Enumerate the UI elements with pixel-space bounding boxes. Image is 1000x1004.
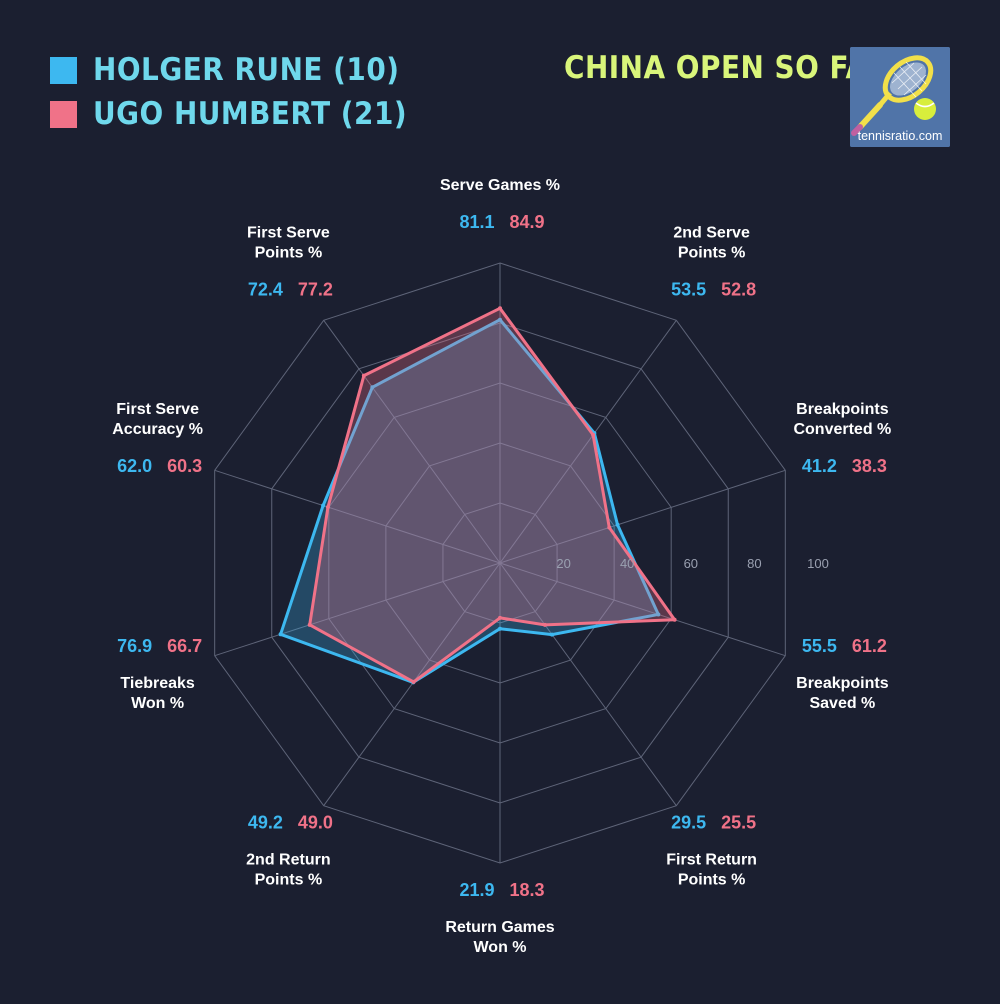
axis-label-4-line-1: Points % [678, 871, 746, 888]
data-point-rune-2 [615, 522, 620, 527]
data-point-rune-7 [278, 632, 283, 637]
legend-item-humbert: UGO HUMBERT (21) [50, 92, 407, 136]
axis-label-6-line-0: 2nd Return [246, 851, 330, 868]
grid-spoke-1 [499, 320, 677, 564]
axis-label-4-line-0: First Return [666, 851, 757, 868]
value-label-humbert-1: 52.8 [721, 280, 756, 300]
value-label-humbert-6: 49.0 [298, 812, 333, 832]
grid-spoke-4 [499, 562, 677, 806]
value-label-humbert-2: 38.3 [852, 456, 887, 476]
ring-tick-label-40: 40 [620, 556, 634, 571]
value-label-humbert-0: 84.9 [509, 212, 544, 232]
axis-label-1-line-1: Points % [678, 245, 746, 262]
value-label-rune-0: 81.1 [459, 212, 494, 232]
tennis-racket-ball-icon [850, 47, 950, 147]
value-label-humbert-7: 66.7 [167, 636, 202, 656]
value-label-rune-7: 76.9 [117, 636, 152, 656]
value-label-humbert-8: 60.3 [167, 456, 202, 476]
data-point-rune-9 [370, 385, 375, 390]
value-label-rune-9: 72.4 [248, 280, 283, 300]
axis-label-8-line-0: First Serve [116, 401, 199, 418]
value-label-rune-3: 55.5 [802, 636, 837, 656]
value-label-humbert-5: 18.3 [509, 880, 544, 900]
axis-label-5-line-1: Won % [473, 939, 526, 956]
legend: HOLGER RUNE (10) UGO HUMBERT (21) [50, 48, 407, 136]
axis-label-6-line-1: Points % [255, 871, 323, 888]
value-label-rune-2: 41.2 [802, 456, 837, 476]
axis-label-9-line-0: First Serve [247, 225, 330, 242]
data-point-rune-0 [498, 317, 502, 322]
data-point-rune-3 [656, 612, 661, 617]
legend-swatch-rune [50, 56, 77, 84]
value-label-humbert-4: 25.5 [721, 812, 756, 832]
axis-label-0-line-0: Serve Games % [440, 177, 560, 194]
legend-item-rune: HOLGER RUNE (10) [50, 48, 407, 92]
grid-spoke-9 [323, 320, 501, 564]
ring-tick-label-20: 20 [556, 556, 570, 571]
axis-label-3-line-0: Breakpoints [796, 675, 889, 692]
value-label-rune-8: 62.0 [117, 456, 152, 476]
tennisratio-logo: tennisratio.com [850, 47, 950, 147]
ring-tick-label-80: 80 [747, 556, 761, 571]
data-point-rune-5 [498, 626, 502, 631]
grid-spoke-8 [214, 469, 501, 564]
axis-label-8-line-1: Accuracy % [112, 421, 203, 438]
data-point-humbert-6 [411, 679, 416, 684]
data-point-rune-8 [321, 503, 326, 508]
data-point-humbert-2 [607, 525, 612, 530]
data-point-humbert-3 [672, 617, 677, 622]
data-point-humbert-0 [498, 306, 502, 311]
data-point-humbert-4 [542, 622, 547, 627]
value-label-rune-4: 29.5 [671, 812, 706, 832]
logo-text: tennisratio.com [857, 129, 943, 143]
grid-spoke-3 [499, 562, 786, 657]
data-point-humbert-9 [361, 373, 366, 378]
value-label-humbert-9: 77.2 [298, 280, 333, 300]
data-point-humbert-5 [498, 615, 502, 620]
value-label-humbert-3: 61.2 [852, 636, 887, 656]
axis-label-3-line-1: Saved % [809, 695, 875, 712]
value-label-rune-1: 53.5 [671, 280, 706, 300]
grid-spoke-7 [214, 562, 501, 657]
axis-label-7-line-0: Tiebreaks [120, 675, 195, 692]
legend-label-rune: HOLGER RUNE (10) [93, 51, 400, 88]
legend-label-humbert: UGO HUMBERT (21) [93, 95, 408, 132]
data-point-humbert-1 [591, 432, 596, 437]
axis-label-1-line-0: 2nd Serve [673, 225, 750, 242]
chart-title: CHINA OPEN SO FAR [564, 50, 890, 86]
ring-tick-label-60: 60 [684, 556, 698, 571]
value-label-rune-5: 21.9 [459, 880, 494, 900]
data-point-rune-4 [550, 632, 555, 637]
value-label-rune-6: 49.2 [248, 812, 283, 832]
grid-spoke-2 [499, 469, 786, 564]
axis-label-2-line-0: Breakpoints [796, 401, 889, 418]
legend-swatch-humbert [50, 100, 77, 128]
data-point-humbert-7 [307, 622, 312, 627]
ring-tick-label-100: 100 [807, 556, 829, 571]
axis-label-5-line-0: Return Games [445, 919, 554, 936]
axis-label-9-line-1: Points % [255, 245, 323, 262]
axis-label-2-line-1: Converted % [793, 421, 891, 438]
axis-label-7-line-1: Won % [131, 695, 184, 712]
data-point-humbert-8 [325, 505, 330, 510]
grid-spoke-6 [323, 562, 501, 806]
